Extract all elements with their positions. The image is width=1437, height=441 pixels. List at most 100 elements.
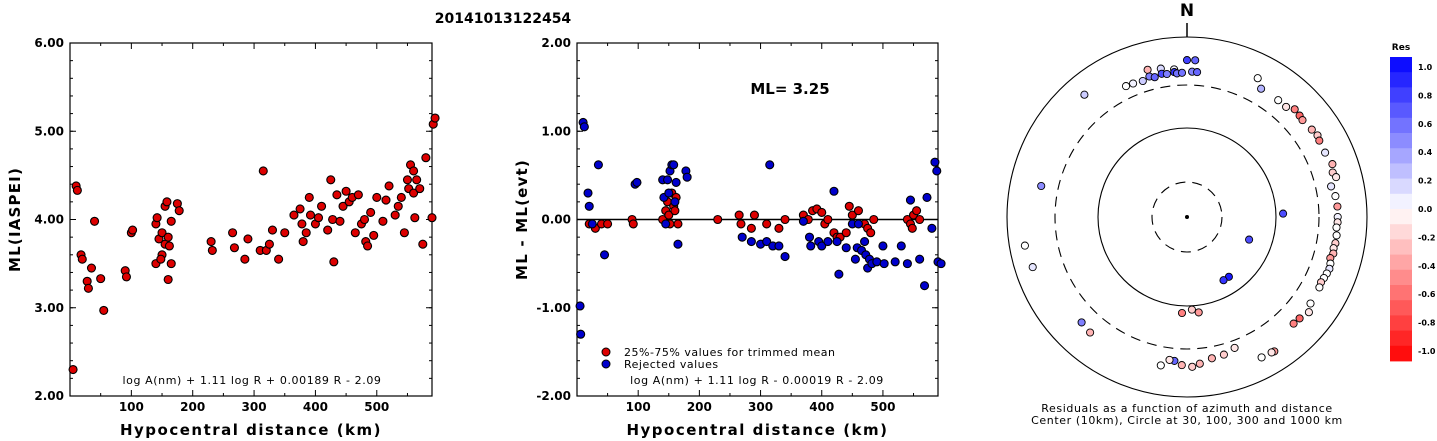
data-point bbox=[350, 228, 360, 238]
data-point bbox=[430, 113, 440, 123]
station-marker bbox=[1138, 76, 1147, 86]
data-point bbox=[817, 241, 827, 251]
data-point bbox=[798, 216, 808, 226]
data-point bbox=[402, 175, 413, 185]
station-marker bbox=[1188, 362, 1197, 371]
ml-annotation: ML= 3.25 bbox=[750, 80, 829, 98]
data-point bbox=[412, 175, 422, 185]
colorbar-cell bbox=[1390, 148, 1412, 164]
y-tick-label: 2.00 bbox=[34, 389, 64, 403]
station-marker bbox=[1332, 223, 1341, 232]
data-point bbox=[912, 206, 922, 216]
data-point bbox=[163, 274, 173, 285]
station-marker bbox=[1282, 102, 1291, 111]
data-point bbox=[89, 216, 100, 226]
x-tick-label: 400 bbox=[809, 400, 834, 414]
station-marker bbox=[1121, 82, 1131, 91]
colorbar-cell bbox=[1390, 285, 1412, 301]
data-point bbox=[326, 175, 336, 185]
colorbar-cell bbox=[1390, 72, 1412, 88]
colorbar-tick-label: -0.6 bbox=[1418, 290, 1436, 299]
data-point bbox=[372, 192, 382, 202]
data-point bbox=[421, 153, 431, 163]
data-point bbox=[832, 237, 842, 247]
station-marker bbox=[1290, 105, 1299, 114]
data-point bbox=[77, 254, 87, 264]
data-point bbox=[304, 192, 314, 202]
data-point bbox=[829, 186, 839, 196]
station-marker bbox=[1219, 276, 1228, 285]
y-axis-label: ML(IASPEI) bbox=[6, 167, 24, 272]
data-point bbox=[409, 166, 419, 176]
data-point bbox=[661, 219, 671, 229]
station-marker bbox=[1194, 308, 1203, 317]
data-point bbox=[907, 223, 917, 233]
data-point bbox=[366, 207, 376, 217]
station-marker bbox=[1165, 355, 1174, 364]
station-marker bbox=[1177, 361, 1186, 370]
data-point bbox=[583, 188, 593, 198]
station-marker bbox=[1230, 343, 1239, 352]
x-tick-label: 300 bbox=[748, 400, 773, 414]
data-point bbox=[83, 283, 93, 293]
data-point bbox=[860, 237, 870, 247]
data-point bbox=[765, 160, 775, 170]
station-marker bbox=[1143, 65, 1152, 74]
station-marker bbox=[1267, 348, 1276, 357]
caption-line1: Residuals as a function of azimuth and d… bbox=[1041, 402, 1332, 415]
station-marker bbox=[1304, 308, 1313, 317]
data-point bbox=[174, 206, 184, 216]
data-point bbox=[878, 241, 888, 251]
distance-ring bbox=[1151, 181, 1223, 253]
station-marker bbox=[1328, 160, 1337, 169]
data-point bbox=[746, 237, 756, 247]
colorbar-cell bbox=[1390, 209, 1412, 225]
distance-ring bbox=[1054, 84, 1320, 350]
data-point bbox=[746, 223, 756, 233]
colorbar-cell bbox=[1390, 224, 1412, 240]
data-point bbox=[152, 213, 162, 223]
colorbar-cell bbox=[1390, 117, 1412, 134]
data-point bbox=[762, 219, 772, 229]
station-marker bbox=[1193, 68, 1202, 77]
data-point bbox=[341, 186, 351, 196]
y-tick-label: -1.00 bbox=[536, 301, 571, 315]
station-marker bbox=[1156, 361, 1165, 370]
data-point bbox=[896, 241, 906, 251]
data-point bbox=[872, 257, 882, 267]
data-point bbox=[378, 216, 388, 226]
data-point bbox=[72, 185, 82, 195]
station-marker bbox=[1257, 84, 1266, 93]
x-axis-label: Hypocentral distance (km) bbox=[120, 421, 382, 439]
station-marker bbox=[1245, 235, 1254, 244]
data-point bbox=[780, 214, 790, 225]
y-tick-label: 1.00 bbox=[541, 124, 571, 138]
data-point bbox=[737, 232, 747, 242]
colorbar-cell bbox=[1390, 300, 1412, 316]
data-point bbox=[905, 195, 916, 205]
colorbar-cell bbox=[1390, 87, 1412, 103]
data-point bbox=[576, 329, 586, 339]
station-marker bbox=[1315, 136, 1324, 145]
residual-vs-distance-panel: 100 200 300 400 500 -2.00 -1.00 0.00 1.00 2.00 Hyp… bbox=[513, 36, 946, 439]
data-point bbox=[663, 175, 673, 185]
data-point bbox=[305, 210, 316, 220]
station-marker bbox=[1332, 173, 1341, 182]
formula-label: log A(nm) + 1.11 log R - 0.00019 R - 2.0… bbox=[630, 374, 884, 387]
data-point bbox=[587, 219, 597, 229]
y-tick-label: 2.00 bbox=[541, 36, 571, 50]
data-point bbox=[96, 274, 106, 284]
ml-vs-distance-panel: 100 200 300 400 500 2.00 3.00 4.00 5.00 6.00 Hypoc… bbox=[6, 36, 440, 439]
data-point bbox=[280, 228, 290, 238]
station-marker bbox=[1327, 182, 1336, 191]
data-point bbox=[384, 181, 394, 191]
data-point bbox=[936, 259, 946, 269]
colorbar-title: Res bbox=[1392, 43, 1410, 53]
colorbar-cell bbox=[1390, 254, 1412, 271]
data-point bbox=[99, 305, 109, 315]
caption-line2: Center (10km), Circle at 30, 100, 300 an… bbox=[1031, 414, 1343, 427]
colorbar-cell bbox=[1390, 239, 1412, 255]
data-point bbox=[734, 210, 744, 220]
station-marker bbox=[1182, 56, 1192, 65]
